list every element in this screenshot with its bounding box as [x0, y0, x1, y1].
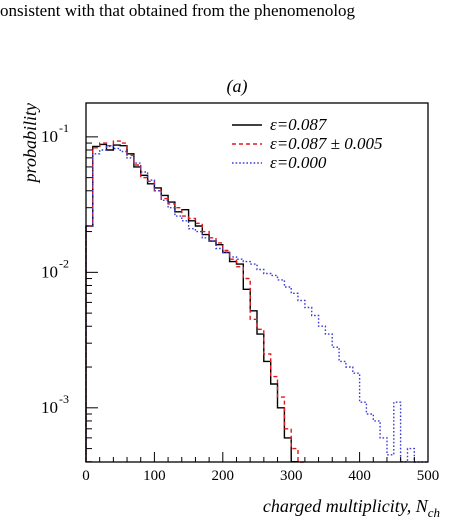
x-tick-label: 300 — [280, 468, 303, 484]
x-tick-label: 0 — [82, 468, 90, 484]
y-tick-label: 10 — [41, 262, 58, 281]
y-axis-title: probability — [20, 103, 40, 184]
x-tick-label: 400 — [348, 468, 371, 484]
legend-label-2: ε=0.087 ± 0.005 — [270, 134, 383, 153]
x-tick-label: 500 — [417, 468, 440, 484]
legend-label-1: ε=0.087 — [270, 115, 328, 134]
header-text-fragment: onsistent with that obtained from the ph… — [0, 1, 356, 20]
series-layer — [85, 140, 428, 463]
y-tick-exponent: -2 — [59, 256, 69, 270]
panel-label: (a) — [227, 76, 248, 97]
series-line-3 — [85, 145, 428, 463]
y-tick-exponent: -3 — [59, 392, 69, 406]
plot-frame — [85, 102, 429, 463]
y-tick-exponent: -1 — [59, 121, 69, 135]
x-tick-label: 200 — [212, 468, 235, 484]
legend-label-3: ε=0.000 — [270, 153, 327, 172]
x-axis-title-subscript: ch — [428, 505, 440, 520]
x-axis-title: charged multiplicity, Nch — [263, 496, 440, 520]
series-line-1 — [85, 143, 299, 463]
y-tick-label: 10 — [41, 127, 58, 146]
series-line-2 — [85, 140, 305, 463]
x-tick-label: 100 — [143, 468, 166, 484]
x-axis-title-main: charged multiplicity, N — [263, 496, 429, 516]
y-tick-label: 10 — [41, 398, 58, 417]
